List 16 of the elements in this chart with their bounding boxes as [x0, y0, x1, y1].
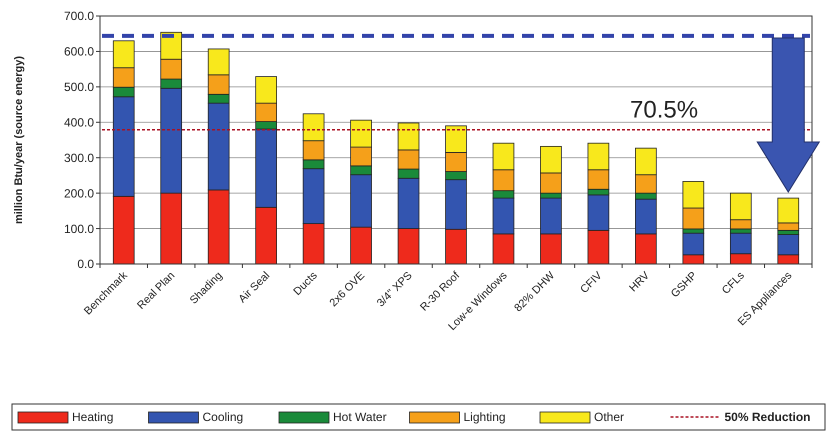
y-tick-label: 200.0: [64, 186, 94, 200]
legend-label: Lighting: [464, 410, 506, 424]
y-tick-label: 700.0: [64, 9, 94, 24]
y-tick-label: 400.0: [64, 115, 94, 130]
legend-label: Other: [594, 410, 624, 424]
y-axis-title: million Btu/year (source energy): [13, 56, 25, 224]
y-tick-label: 100.0: [64, 222, 94, 236]
legend-label: 50% Reduction: [724, 410, 811, 424]
legend-label: Hot Water: [333, 410, 387, 424]
annotation: 70.5%: [630, 96, 698, 124]
legend-label: Heating: [72, 410, 114, 424]
legend-label: Cooling: [202, 410, 244, 424]
y-tick-label: 0.0: [77, 257, 94, 272]
y-tick-label: 600.0: [64, 44, 94, 59]
y-tick-label: 300.0: [64, 150, 94, 165]
y-tick-label: 500.0: [64, 80, 94, 94]
